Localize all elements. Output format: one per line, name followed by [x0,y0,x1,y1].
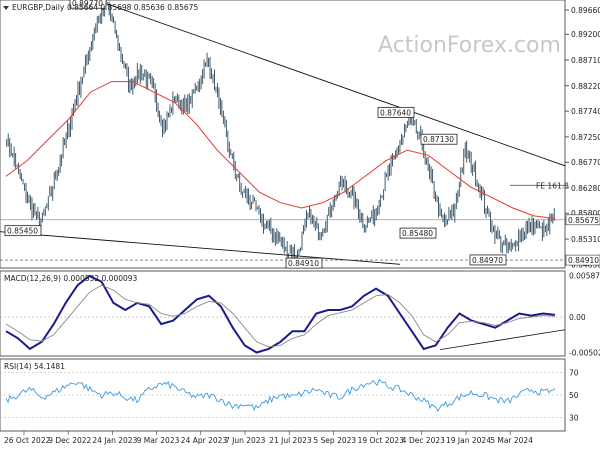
price-annotation-label: 0.85480 [402,229,433,238]
price-annotation-label: 0.87130 [423,135,454,144]
price-axis-label: 0.87250 [571,133,600,142]
macd-title: MACD(12,26,9) 0.000532 0.000093 [4,274,138,283]
signal-line [5,284,556,348]
price-axis-label: 0.89200 [571,30,600,39]
x-axis-label: 24 Apr 2023 [181,436,228,445]
axis-price-tag [565,214,600,226]
price-annotation-box [469,254,507,266]
price-axis-label: 0.85310 [571,235,600,244]
price-annotation-box [377,106,415,118]
axis-price-tag-label: 0.85675 [568,216,599,225]
x-axis-label: 7 Jun 2023 [225,436,266,445]
macd-axis-label: 0.00 [569,313,586,322]
x-axis-label: 5 Sep 2023 [313,436,356,445]
lower-trend-line [0,231,401,265]
collapse-triangle-icon[interactable] [3,6,9,10]
moving-average-line [5,81,556,219]
macd-axis-label: 0.00587 [569,271,600,280]
x-axis-label: 19 Oct 2023 [358,436,405,445]
rsi-panel: 70 50 30 [0,369,579,423]
axis-price-tag-label: 0.84910 [568,256,599,265]
price-annotation-box [69,0,107,9]
x-axis-label: 19 Jan 2024 [446,436,491,445]
rsi-axis-label: 30 [569,414,579,423]
watermark: ActionForex.com [378,33,561,58]
macd-line [5,274,556,354]
price-annotation-box [420,133,458,145]
price-annotation-label: 0.87640 [380,108,411,117]
x-axis-label: 4 Dec 2023 [402,436,445,445]
price-axis-label: 0.88220 [571,82,600,91]
price-annotation-box [285,257,323,269]
price-annotation-label: 0.84910 [288,259,319,268]
rsi-line [5,378,556,413]
symbol-label: EURGBP,Daily [12,3,65,12]
rsi-title: RSI(14) 54.1481 [4,362,65,371]
price-annotation-label: 0.84970 [472,256,503,265]
x-axis-label: 24 Jan 2023 [92,436,137,445]
upper-trend-line [107,3,566,167]
x-axis-label: 26 Oct 2022 [4,436,51,445]
macd-panel: 0.00587 0.00 -0.005021 [0,271,600,358]
price-axis-label: 0.85800 [571,209,600,218]
price-axis-label: 0.88710 [571,56,600,65]
rsi-axis-label: 70 [569,369,579,378]
price-annotation-label: 0.85450 [7,227,38,236]
price-annotation-label: 0.89770 [72,0,103,8]
axis-price-tag [565,254,600,266]
price-axis-label: 0.87740 [571,107,600,116]
price-panel: 0.89660 0.89200 0.88710 0.88220 0.87740 0.872… [0,0,600,269]
fe-label: FE 161.8 [536,181,569,190]
price-axis-label: 0.86280 [571,184,600,193]
x-axis-label: 9 Mar 2023 [137,436,180,445]
ohlc-readout: 0.85664 0.85698 0.85636 0.85675 [67,3,198,12]
price-axis-label: 0.86770 [571,158,600,167]
x-axis-label: 5 Mar 2024 [490,436,533,445]
macd-trend-line [439,329,566,351]
price-panel-frame [0,0,566,269]
macd-panel-frame [0,270,566,357]
price-annotation-box [399,227,437,239]
price-axis-label: 0.89660 [571,6,600,15]
price-annotation-box [4,225,42,237]
x-axis-label: 21 Jul 2023 [269,436,312,445]
macd-axis-label: -0.005021 [569,349,600,358]
x-axis-label: 9 Dec 2022 [48,436,91,445]
rsi-axis-label: 50 [569,391,579,400]
